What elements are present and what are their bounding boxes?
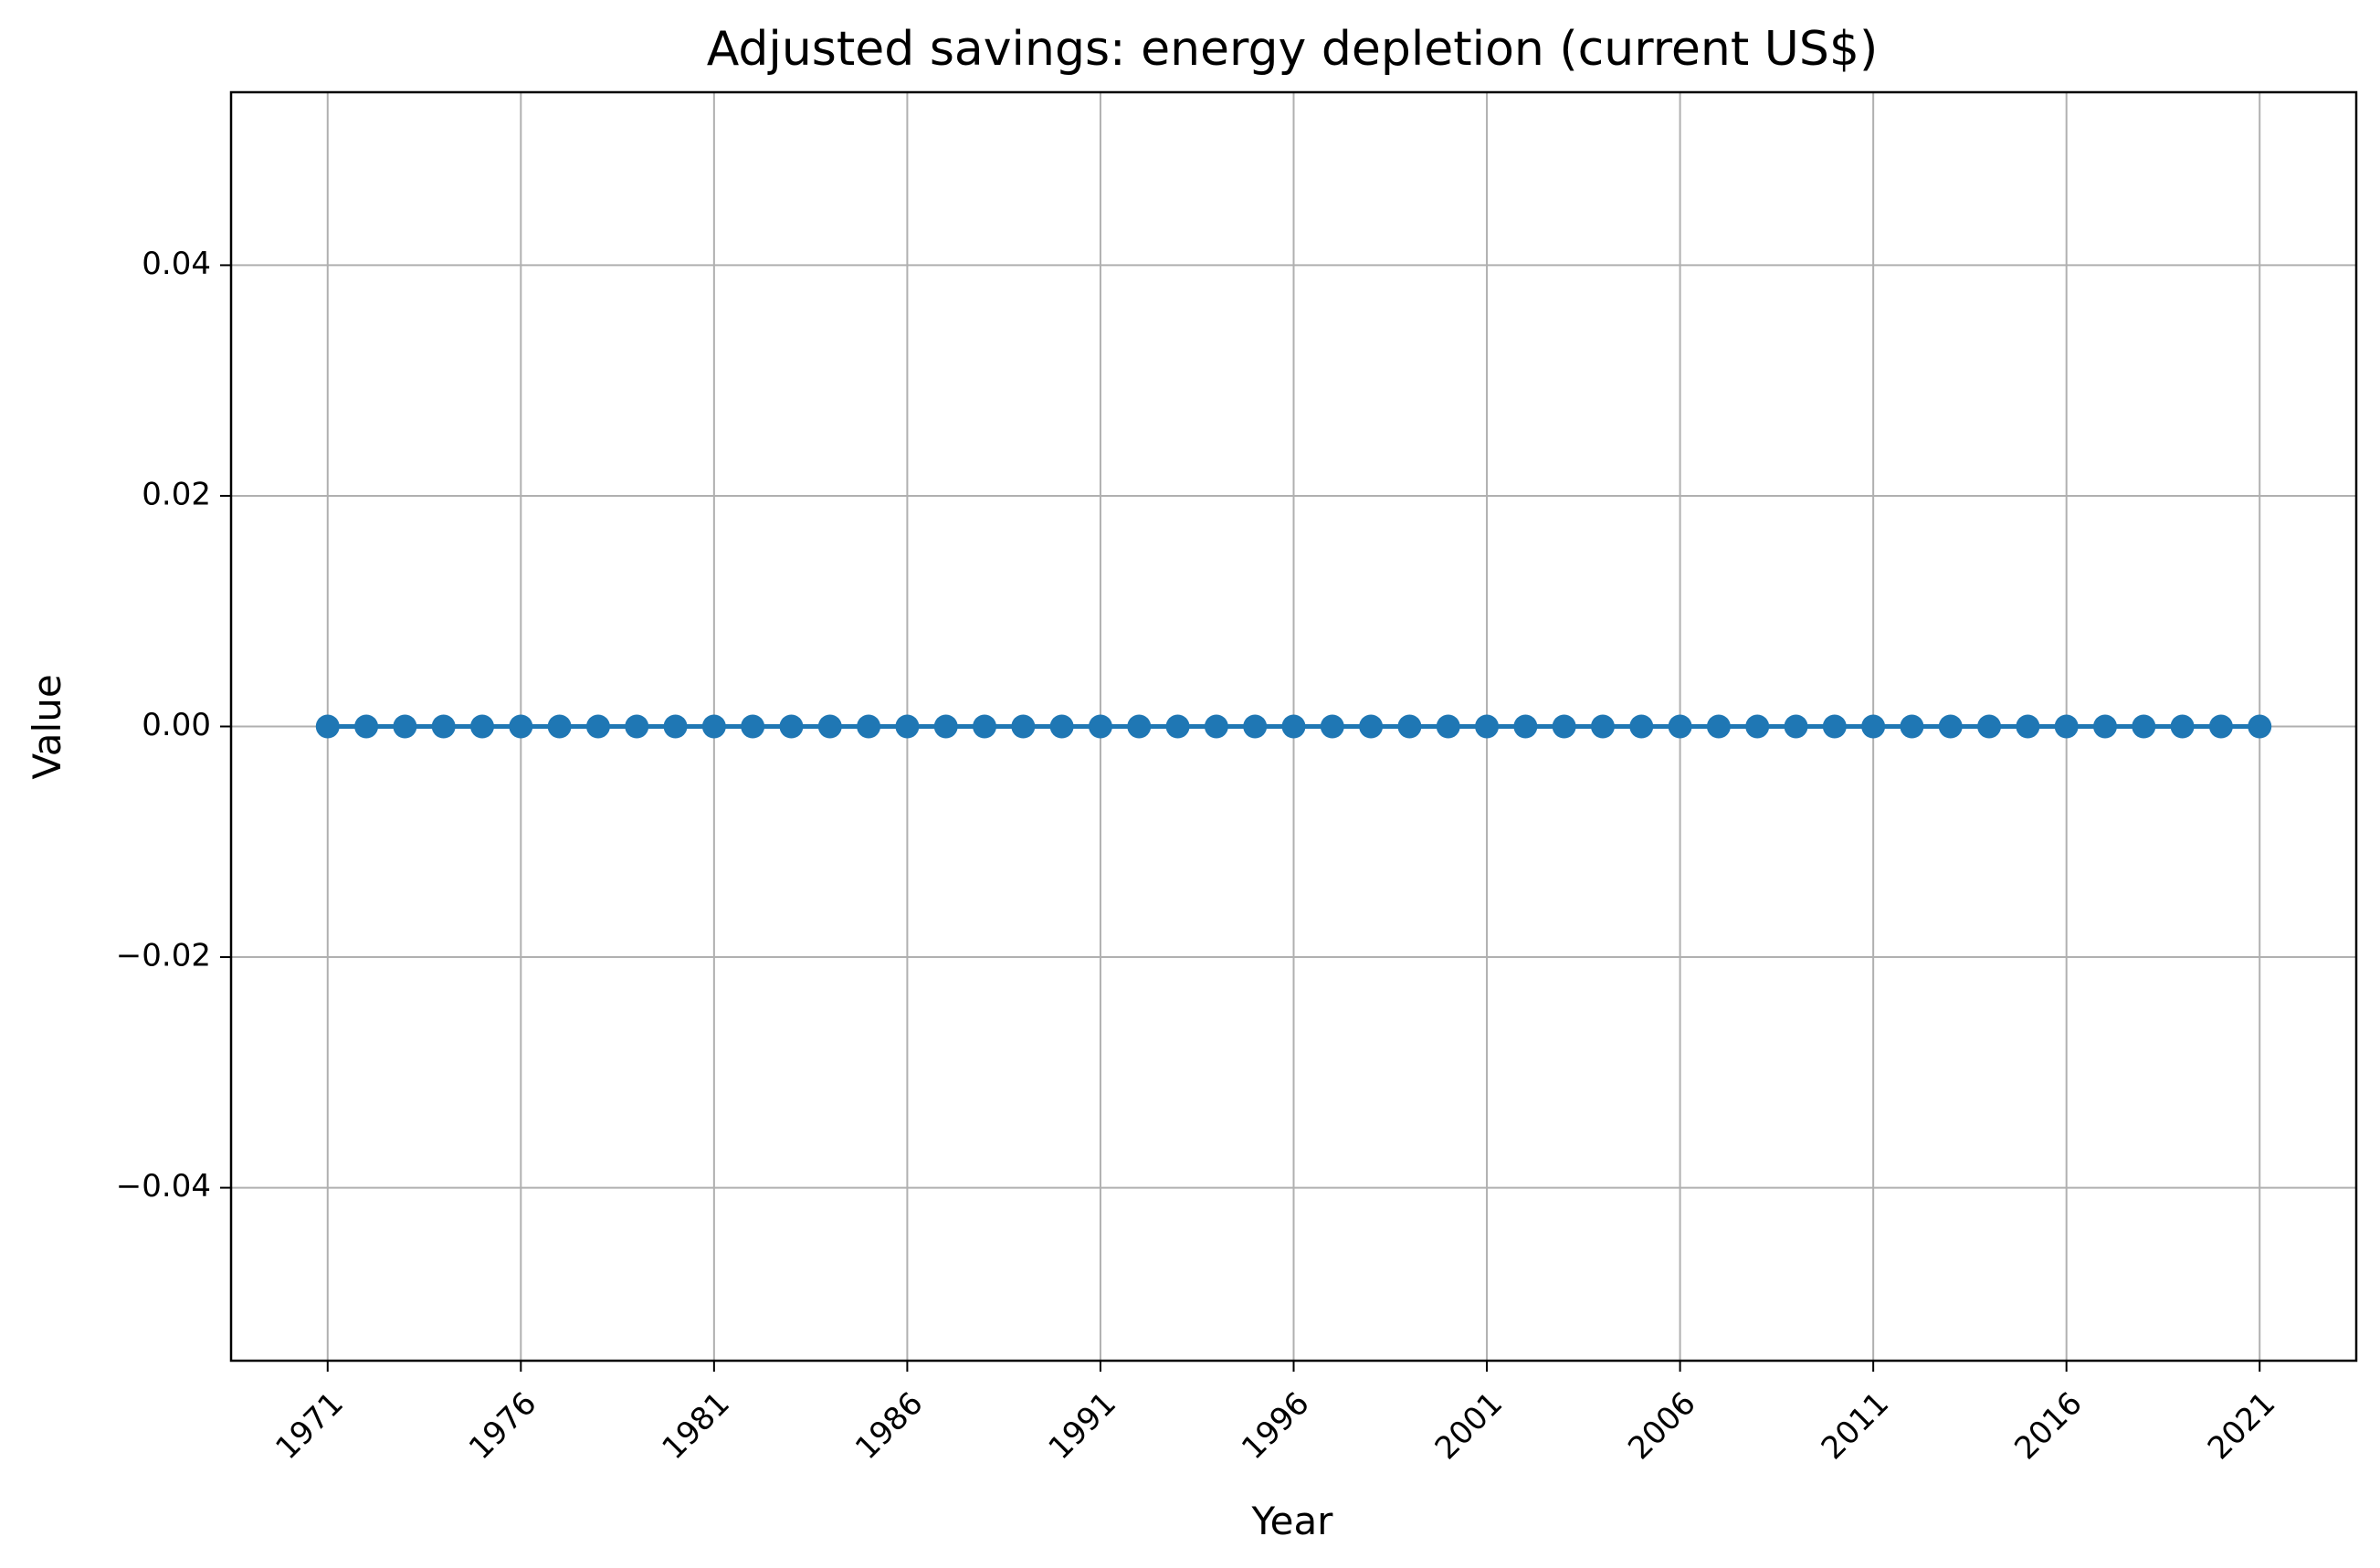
data-point: [779, 714, 804, 739]
data-point: [431, 714, 456, 739]
data-point: [1900, 714, 1924, 739]
data-point: [1165, 714, 1190, 739]
data-point: [1281, 714, 1306, 739]
data-point: [1706, 714, 1731, 739]
data-point: [1436, 714, 1460, 739]
data-point: [1784, 714, 1808, 739]
data-point: [393, 714, 417, 739]
data-point: [547, 714, 572, 739]
data-point: [1861, 714, 1886, 739]
data-point: [1475, 714, 1500, 739]
data-point: [354, 714, 379, 739]
data-point: [315, 714, 340, 739]
data-point: [1745, 714, 1770, 739]
data-point: [1320, 714, 1344, 739]
y-axis-label: Value: [25, 674, 69, 779]
data-point: [1011, 714, 1036, 739]
data-point: [1590, 714, 1615, 739]
data-point: [817, 714, 842, 739]
data-point: [857, 714, 881, 739]
data-point: [509, 714, 533, 739]
data-point: [1977, 714, 2002, 739]
data-point: [1204, 714, 1228, 739]
data-point: [585, 714, 610, 739]
data-point: [2016, 714, 2040, 739]
data-point: [663, 714, 688, 739]
chart-title: Adjusted savings: energy depletion (curr…: [707, 22, 1879, 77]
data-point: [895, 714, 920, 739]
data-point: [1552, 714, 1576, 739]
y-tick-label: 0.04: [142, 246, 211, 282]
data-point: [1822, 714, 1847, 739]
series-layer: [315, 714, 2272, 739]
data-point: [2170, 714, 2195, 739]
y-tick-label: −0.04: [116, 1168, 211, 1205]
data-point: [1088, 714, 1112, 739]
data-point: [1629, 714, 1654, 739]
data-point: [1049, 714, 1074, 739]
y-tick-label: 0.00: [142, 707, 211, 743]
data-point: [1668, 714, 1692, 739]
x-axis-label: Year: [1251, 1499, 1334, 1543]
data-point: [1127, 714, 1152, 739]
data-point: [1397, 714, 1422, 739]
data-point: [625, 714, 649, 739]
data-point: [2208, 714, 2233, 739]
data-point: [1513, 714, 1538, 739]
data-point: [1359, 714, 1384, 739]
data-point: [2054, 714, 2079, 739]
data-point: [1243, 714, 1268, 739]
data-point: [933, 714, 958, 739]
data-point: [2092, 714, 2117, 739]
data-point: [973, 714, 997, 739]
data-point: [2132, 714, 2156, 739]
data-point: [741, 714, 765, 739]
data-point: [2248, 714, 2272, 739]
data-point: [470, 714, 495, 739]
data-point: [1938, 714, 1963, 739]
y-tick-label: 0.02: [142, 476, 211, 512]
y-tick-label: −0.02: [116, 938, 211, 974]
data-point: [701, 714, 726, 739]
